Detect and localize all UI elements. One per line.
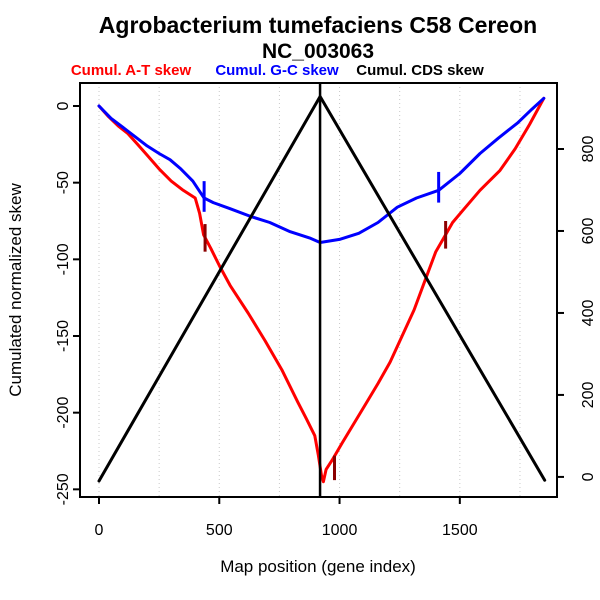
y-right-tick-label: 0 [580, 472, 597, 481]
y-left-tick-label: -100 [55, 243, 72, 275]
legend-at-skew: Cumul. A-T skew [71, 62, 192, 79]
gridline-layer [98, 83, 521, 497]
y-right-tick-label: 200 [580, 381, 597, 408]
y-axis-title: Cumulated normalized skew [6, 183, 25, 397]
x-axis-tick-label: 1500 [442, 522, 478, 539]
series-layer [97, 83, 547, 497]
plot-box [79, 82, 558, 498]
x-axis-tick-label: 1000 [322, 522, 358, 539]
x-axis-tick-label: 0 [95, 522, 104, 539]
x-axis-title: Map position (gene index) [220, 557, 416, 576]
curve-marker-layer [202, 171, 448, 481]
y-left-tick-label: -50 [55, 171, 72, 194]
y-right-tick-label: 800 [580, 136, 597, 163]
chart-title-line1: Agrobacterium tumefaciens C58 Cereon [99, 12, 537, 38]
x-axis-tick-label: 500 [206, 522, 233, 539]
legend-gc-skew: Cumul. G-C skew [215, 62, 339, 79]
y-left-tick-label: -250 [55, 473, 72, 505]
y-left-tick-label: -200 [55, 397, 72, 429]
y-right-tick-label: 600 [580, 218, 597, 245]
y-left-tick-label: -150 [55, 320, 72, 352]
axis-layer: 0 500 1000 1500 0 -50 -100 -150 -200 -250 0 200 400 6… [55, 101, 597, 539]
series-cumul-g-c-skew [97, 96, 546, 244]
y-right-tick-label: 400 [580, 300, 597, 327]
y-left-tick-label: 0 [55, 101, 72, 110]
chart-title-line2: NC_003063 [262, 40, 374, 63]
legend-cds-skew: Cumul. CDS skew [356, 62, 484, 79]
